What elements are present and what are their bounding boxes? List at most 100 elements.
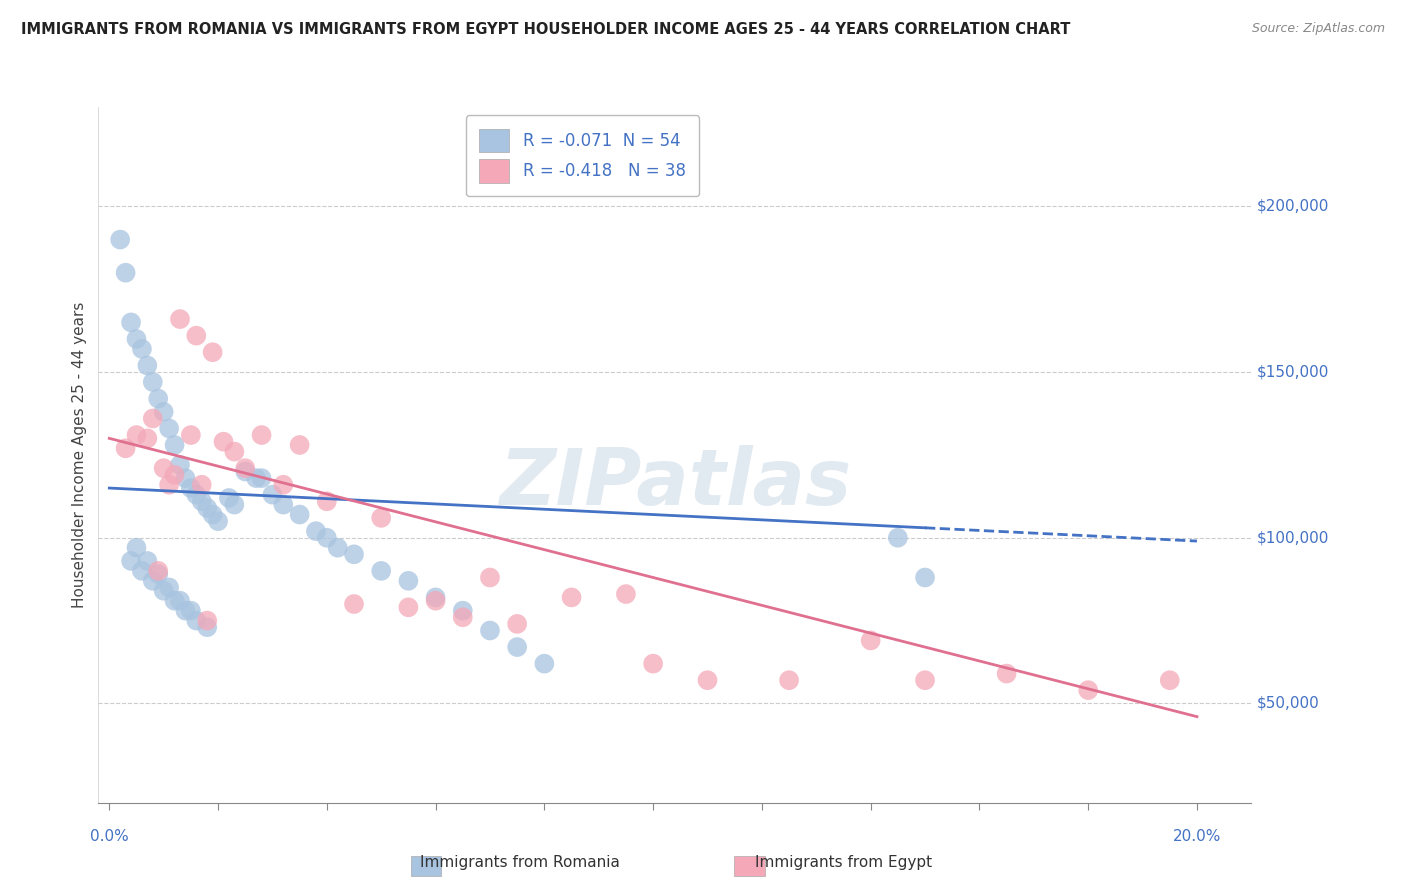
Point — [195, 614, 218, 628]
Text: Source: ZipAtlas.com: Source: ZipAtlas.com — [1251, 22, 1385, 36]
Point — [125, 541, 148, 555]
Point — [174, 471, 197, 485]
Point — [207, 514, 229, 528]
Point — [315, 494, 337, 508]
Point — [224, 444, 246, 458]
Point — [396, 574, 419, 588]
Y-axis label: Householder Income Ages 25 - 44 years: Householder Income Ages 25 - 44 years — [72, 301, 87, 608]
Point — [995, 666, 1018, 681]
Point — [142, 411, 165, 425]
Point — [142, 574, 165, 588]
Point — [125, 332, 148, 346]
Text: ZIPatlas: ZIPatlas — [499, 445, 851, 521]
Point — [859, 633, 882, 648]
Point — [425, 591, 447, 605]
Point — [131, 342, 153, 356]
Point — [533, 657, 555, 671]
Point — [190, 494, 212, 508]
Point — [186, 488, 208, 502]
Point — [305, 524, 328, 538]
Point — [343, 597, 366, 611]
Point — [778, 673, 800, 688]
Text: $150,000: $150,000 — [1257, 365, 1329, 380]
Point — [163, 438, 186, 452]
Point — [233, 461, 256, 475]
Point — [163, 593, 186, 607]
Point — [224, 498, 246, 512]
Point — [614, 587, 637, 601]
Point — [201, 345, 224, 359]
Point — [370, 564, 392, 578]
Point — [131, 564, 153, 578]
Text: 20.0%: 20.0% — [1173, 830, 1222, 845]
Point — [245, 471, 267, 485]
Point — [1077, 683, 1099, 698]
Point — [288, 438, 311, 452]
Point — [262, 488, 284, 502]
Point — [1159, 673, 1181, 688]
Point — [250, 428, 273, 442]
Point — [326, 541, 349, 555]
Point — [288, 508, 311, 522]
Point — [157, 421, 180, 435]
Point — [696, 673, 718, 688]
Point — [887, 531, 910, 545]
Point — [142, 375, 165, 389]
Point — [315, 531, 337, 545]
Point — [643, 657, 665, 671]
Point — [914, 570, 936, 584]
Point — [152, 405, 174, 419]
Point — [152, 583, 174, 598]
Text: Immigrants from Egypt: Immigrants from Egypt — [755, 855, 932, 870]
Point — [561, 591, 583, 605]
Point — [218, 491, 240, 505]
Point — [157, 477, 180, 491]
Text: Immigrants from Romania: Immigrants from Romania — [420, 855, 620, 870]
Point — [201, 508, 224, 522]
Point — [180, 481, 202, 495]
Point — [186, 614, 208, 628]
Point — [152, 461, 174, 475]
Point — [174, 604, 197, 618]
Point — [136, 359, 159, 373]
Point — [914, 673, 936, 688]
Point — [396, 600, 419, 615]
Point — [190, 477, 212, 491]
Point — [114, 442, 136, 456]
Point — [148, 392, 170, 406]
Point — [250, 471, 273, 485]
Point — [370, 511, 392, 525]
Point — [273, 498, 295, 512]
Point — [120, 315, 142, 329]
Point — [148, 564, 170, 578]
Text: $100,000: $100,000 — [1257, 530, 1329, 545]
Point — [163, 467, 186, 482]
Point — [451, 610, 474, 624]
Point — [506, 640, 529, 654]
Point — [195, 500, 218, 515]
Point — [136, 431, 159, 445]
Point — [125, 428, 148, 442]
Text: IMMIGRANTS FROM ROMANIA VS IMMIGRANTS FROM EGYPT HOUSEHOLDER INCOME AGES 25 - 44: IMMIGRANTS FROM ROMANIA VS IMMIGRANTS FR… — [21, 22, 1070, 37]
Point — [195, 620, 218, 634]
Text: $50,000: $50,000 — [1257, 696, 1319, 711]
Point — [233, 465, 256, 479]
Text: 0.0%: 0.0% — [90, 830, 129, 845]
Point — [148, 567, 170, 582]
Point — [425, 593, 447, 607]
Point — [169, 593, 191, 607]
Point — [136, 554, 159, 568]
Point — [180, 604, 202, 618]
Point — [273, 477, 295, 491]
Point — [114, 266, 136, 280]
Point — [180, 428, 202, 442]
Point — [186, 328, 208, 343]
Text: $200,000: $200,000 — [1257, 199, 1329, 214]
Point — [478, 570, 501, 584]
Point — [212, 434, 235, 449]
Point — [451, 604, 474, 618]
Legend: R = -0.071  N = 54, R = -0.418   N = 38: R = -0.071 N = 54, R = -0.418 N = 38 — [467, 115, 699, 196]
Point — [169, 312, 191, 326]
Point — [157, 581, 180, 595]
Point — [169, 458, 191, 472]
